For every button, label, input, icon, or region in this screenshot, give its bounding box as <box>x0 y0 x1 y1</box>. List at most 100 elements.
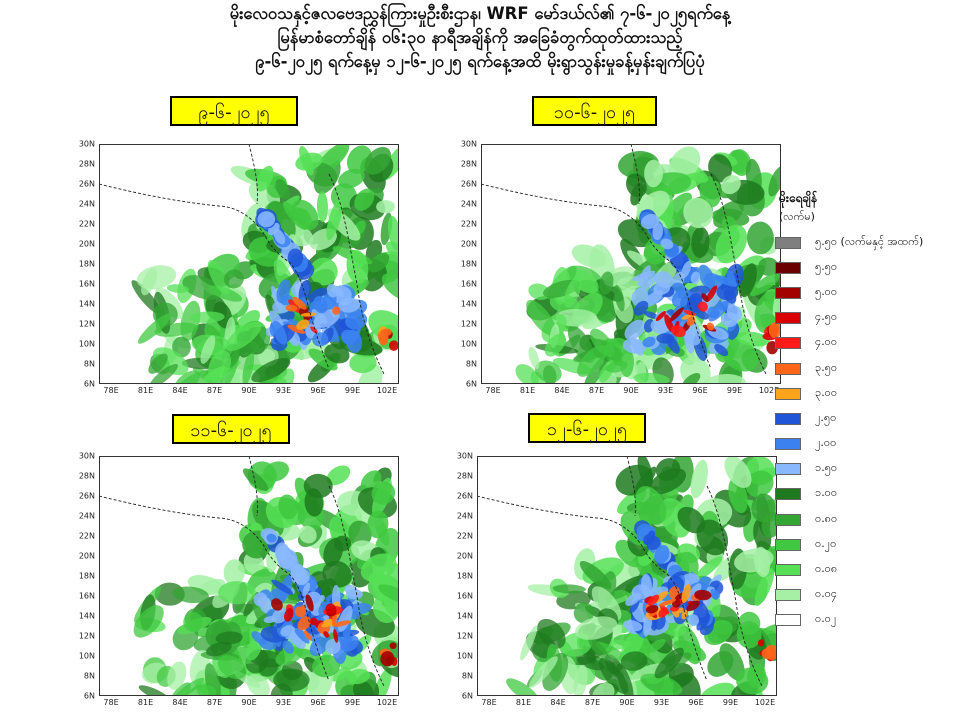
latitude-tick: 8N <box>465 359 477 369</box>
legend-label: ၂.၅၀ <box>815 410 837 424</box>
longitude-tick: 84E <box>554 386 570 395</box>
coastline-border <box>481 144 767 375</box>
legend-item: ၁.၅၀ <box>775 457 955 482</box>
page-title: မိုးလေဝသနှင့်ဇလဗေဒညွှန်ကြားမှုဦးစီးဌာန၊ … <box>0 2 960 74</box>
latitude-tick: 12N <box>460 319 477 329</box>
latitude-tick: 16N <box>456 591 473 601</box>
latitude-tick: 10N <box>456 651 473 661</box>
rainfall-map-svg <box>99 144 399 384</box>
latitude-tick: 20N <box>78 551 95 561</box>
latitude-tick: 14N <box>460 299 477 309</box>
longitude-tick: 87E <box>588 386 605 395</box>
legend-swatch <box>775 463 801 476</box>
latitude-tick: 30N <box>78 139 95 149</box>
legend-label: ၄.၅၀ <box>815 310 838 324</box>
latitude-tick: 18N <box>78 259 95 269</box>
coastline-border <box>477 456 763 687</box>
legend-label: ၁.၀၀ <box>815 486 838 500</box>
latitude-tick: 20N <box>78 239 95 249</box>
legend-item: ၂.၀၀ <box>775 432 955 457</box>
latitude-tick: 22N <box>456 531 473 541</box>
latitude-tick: 16N <box>78 591 95 601</box>
longitude-tick: 90E <box>619 698 635 707</box>
legend-swatch <box>775 362 801 375</box>
legend-item: ၅.၅၀ <box>775 255 955 280</box>
longitude-tick: 99E <box>726 386 743 395</box>
legend-swatch <box>775 614 801 627</box>
legend-item: ၀.၂၀ <box>775 532 955 557</box>
rainfall-map-3: 30N 28N 26N 24N 22N 20N 18N 16N 14N 12N 10N 8N 6N 78E… <box>79 452 399 707</box>
latitude-tick: 18N <box>456 571 473 581</box>
latitude-tick: 18N <box>78 571 95 581</box>
legend-swatch <box>775 589 801 602</box>
longitude-axis: 78E 81E 84E 87E 90E 93E 96E 99E 102E <box>477 696 777 708</box>
legend-item: ၀.၀၄ <box>775 583 955 608</box>
latitude-axis: 30N 28N 26N 24N 22N 20N 18N 16N 14N 12N 10N 8N 6N <box>449 452 475 701</box>
longitude-tick: 93E <box>275 698 292 707</box>
latitude-tick: 28N <box>78 471 95 481</box>
longitude-tick: 96E <box>688 698 704 707</box>
legend-label: ၀.၀၈ <box>815 562 838 576</box>
latitude-tick: 26N <box>460 179 477 189</box>
latitude-tick: 28N <box>78 159 95 169</box>
latitude-tick: 16N <box>460 279 477 289</box>
rainfall-map-svg <box>99 456 399 696</box>
legend-item: ၅.၀၀ <box>775 280 955 305</box>
longitude-tick: 78E <box>103 698 119 707</box>
legend-item: ၅.၅၀ (လက်မနှင့် အထက်) <box>775 230 955 255</box>
longitude-tick: 99E <box>722 698 739 707</box>
latitude-axis: 30N 28N 26N 24N 22N 20N 18N 16N 14N 12N 10N 8N 6N <box>71 140 97 389</box>
legend-item: ၀.၀၈ <box>775 557 955 582</box>
latitude-tick: 6N <box>83 691 95 701</box>
longitude-tick: 81E <box>137 386 154 395</box>
latitude-tick: 6N <box>461 691 473 701</box>
longitude-tick: 87E <box>584 698 601 707</box>
latitude-tick: 24N <box>460 199 477 209</box>
legend-swatch <box>775 337 801 350</box>
legend-swatch <box>775 236 801 249</box>
latitude-tick: 18N <box>460 259 477 269</box>
rainfall-map-2: 30N 28N 26N 24N 22N 20N 18N 16N 14N 12N 10N 8N 6N 78E… <box>461 140 781 395</box>
latitude-tick: 20N <box>456 551 473 561</box>
latitude-tick: 14N <box>78 611 95 621</box>
title-line-2: မြန်မာစံတော်ချိန် ၀၆:၃၀ နာရီအချိန်ကို အခ… <box>277 28 683 47</box>
legend-item: ၀.၀၂ <box>775 608 955 633</box>
legend-label: ၀.၀၂ <box>815 612 837 626</box>
longitude-tick: 84E <box>172 386 188 395</box>
longitude-tick: 84E <box>172 698 188 707</box>
rainfall-map-4: 30N 28N 26N 24N 22N 20N 18N 16N 14N 12N 10N 8N 6N 78E… <box>457 452 777 707</box>
latitude-tick: 22N <box>78 531 95 541</box>
latitude-tick: 10N <box>78 339 95 349</box>
legend-label: ၃.၅၀ <box>815 360 838 374</box>
title-line-1: မိုးလေဝသနှင့်ဇလဗေဒညွှန်ကြားမှုဦးစီးဌာန၊ … <box>229 4 731 23</box>
latitude-tick: 8N <box>461 671 473 681</box>
longitude-tick: 96E <box>692 386 708 395</box>
legend-label: ၀.၀၄ <box>815 587 838 601</box>
longitude-tick: 84E <box>550 698 566 707</box>
legend-swatch <box>775 312 801 325</box>
longitude-tick: 90E <box>241 386 257 395</box>
legend-item: ၁.၀၀ <box>775 482 955 507</box>
longitude-tick: 102E <box>376 698 398 707</box>
legend-item: ၀.၈၀ <box>775 507 955 532</box>
latitude-tick: 28N <box>456 471 473 481</box>
latitude-tick: 8N <box>83 671 95 681</box>
longitude-tick: 102E <box>758 386 780 395</box>
longitude-tick: 78E <box>481 698 497 707</box>
longitude-tick: 93E <box>275 386 292 395</box>
legend-swatch <box>775 261 801 274</box>
legend-swatch <box>775 488 801 501</box>
latitude-tick: 24N <box>456 511 473 521</box>
legend-label: ၁.၅၀ <box>815 461 838 475</box>
latitude-axis: 30N 28N 26N 24N 22N 20N 18N 16N 14N 12N 10N 8N 6N <box>453 140 479 389</box>
latitude-axis: 30N 28N 26N 24N 22N 20N 18N 16N 14N 12N 10N 8N 6N <box>71 452 97 701</box>
legend-item: ၃.၅၀ <box>775 356 955 381</box>
date-label-1: ၉-၆-၂၀၂၅ <box>170 96 298 126</box>
longitude-tick: 90E <box>623 386 639 395</box>
date-label-2: ၁၀-၆-၂၀၂၅ <box>532 96 657 126</box>
latitude-tick: 24N <box>78 199 95 209</box>
rainfall-map-1: 30N 28N 26N 24N 22N 20N 18N 16N 14N 12N 10N 8N 6N 78E… <box>79 140 399 395</box>
legend-label: ၅.၅၀ (လက်မနှင့် အထက်) <box>815 234 924 248</box>
longitude-axis: 78E 81E 84E 87E 90E 93E 96E 99E 102E <box>99 384 399 396</box>
legend-swatch <box>775 513 801 526</box>
